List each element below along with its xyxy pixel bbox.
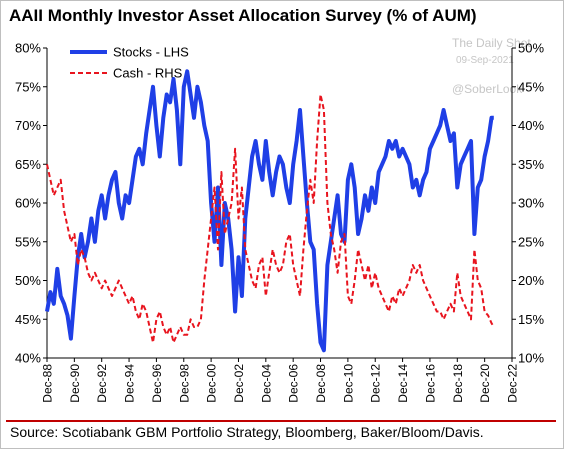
x-tick-label: Dec-14 (396, 364, 410, 403)
x-tick-label: Dec-92 (95, 364, 109, 403)
x-tick-label: Dec-20 (478, 364, 492, 403)
y-left-tick-label: 45% (15, 312, 41, 327)
watermark-date: 09-Sep-2021 (456, 55, 514, 66)
series-stocks-line (45, 69, 494, 353)
y-left-tick-label: 50% (15, 273, 41, 288)
source-note: Source: Scotiabank GBM Portfolio Strateg… (10, 424, 484, 440)
x-tick-label: Dec-04 (259, 364, 273, 403)
x-tick-label: Dec-16 (423, 364, 437, 403)
x-tick-label: Dec-02 (232, 364, 246, 403)
y-right-tick-label: 40% (518, 118, 544, 133)
y-right-tick-label: 20% (518, 273, 544, 288)
y-left-tick-label: 60% (15, 196, 41, 211)
y-left-tick-label: 75% (15, 79, 41, 94)
y-left-tick-label: 65% (15, 157, 41, 172)
y-right-tick-label: 10% (518, 351, 544, 366)
y-left-tick-label: 40% (15, 351, 41, 366)
x-tick-label: Dec-08 (314, 364, 328, 403)
x-tick-label: Dec-10 (341, 364, 355, 403)
y-left-tick-label: 80% (15, 41, 41, 56)
x-tick-label: Dec-22 (506, 364, 520, 403)
x-tick-label: Dec-12 (369, 364, 383, 403)
y-right-tick-label: 25% (518, 234, 544, 249)
y-right-tick-label: 35% (518, 157, 544, 172)
chart-title: AAII Monthly Investor Asset Allocation S… (9, 6, 477, 25)
y-right-tick-label: 30% (518, 196, 544, 211)
y-right-tick-label: 45% (518, 79, 544, 94)
y-left-tick-label: 55% (15, 234, 41, 249)
x-tick-label: Dec-00 (205, 364, 219, 403)
x-tick-label: Dec-98 (177, 364, 191, 403)
x-tick-label: Dec-18 (451, 364, 465, 403)
legend-cash-label: Cash - RHS (113, 66, 183, 81)
watermark-handle: @SoberLook (452, 82, 523, 96)
x-tick-label: Dec-06 (287, 364, 301, 403)
x-tick-label: Dec-90 (68, 364, 82, 403)
y-right-tick-label: 50% (518, 41, 544, 56)
legend-stocks-label: Stocks - LHS (113, 45, 189, 60)
watermark-publisher: The Daily Shot (452, 36, 531, 50)
x-tick-label: Dec-94 (123, 364, 137, 403)
x-tick-label: Dec-88 (41, 364, 55, 403)
series-cash-line (46, 93, 495, 344)
source-divider (6, 420, 556, 422)
y-left-tick-label: 70% (15, 118, 41, 133)
x-tick-label: Dec-96 (150, 364, 164, 403)
y-right-tick-label: 15% (518, 312, 544, 327)
